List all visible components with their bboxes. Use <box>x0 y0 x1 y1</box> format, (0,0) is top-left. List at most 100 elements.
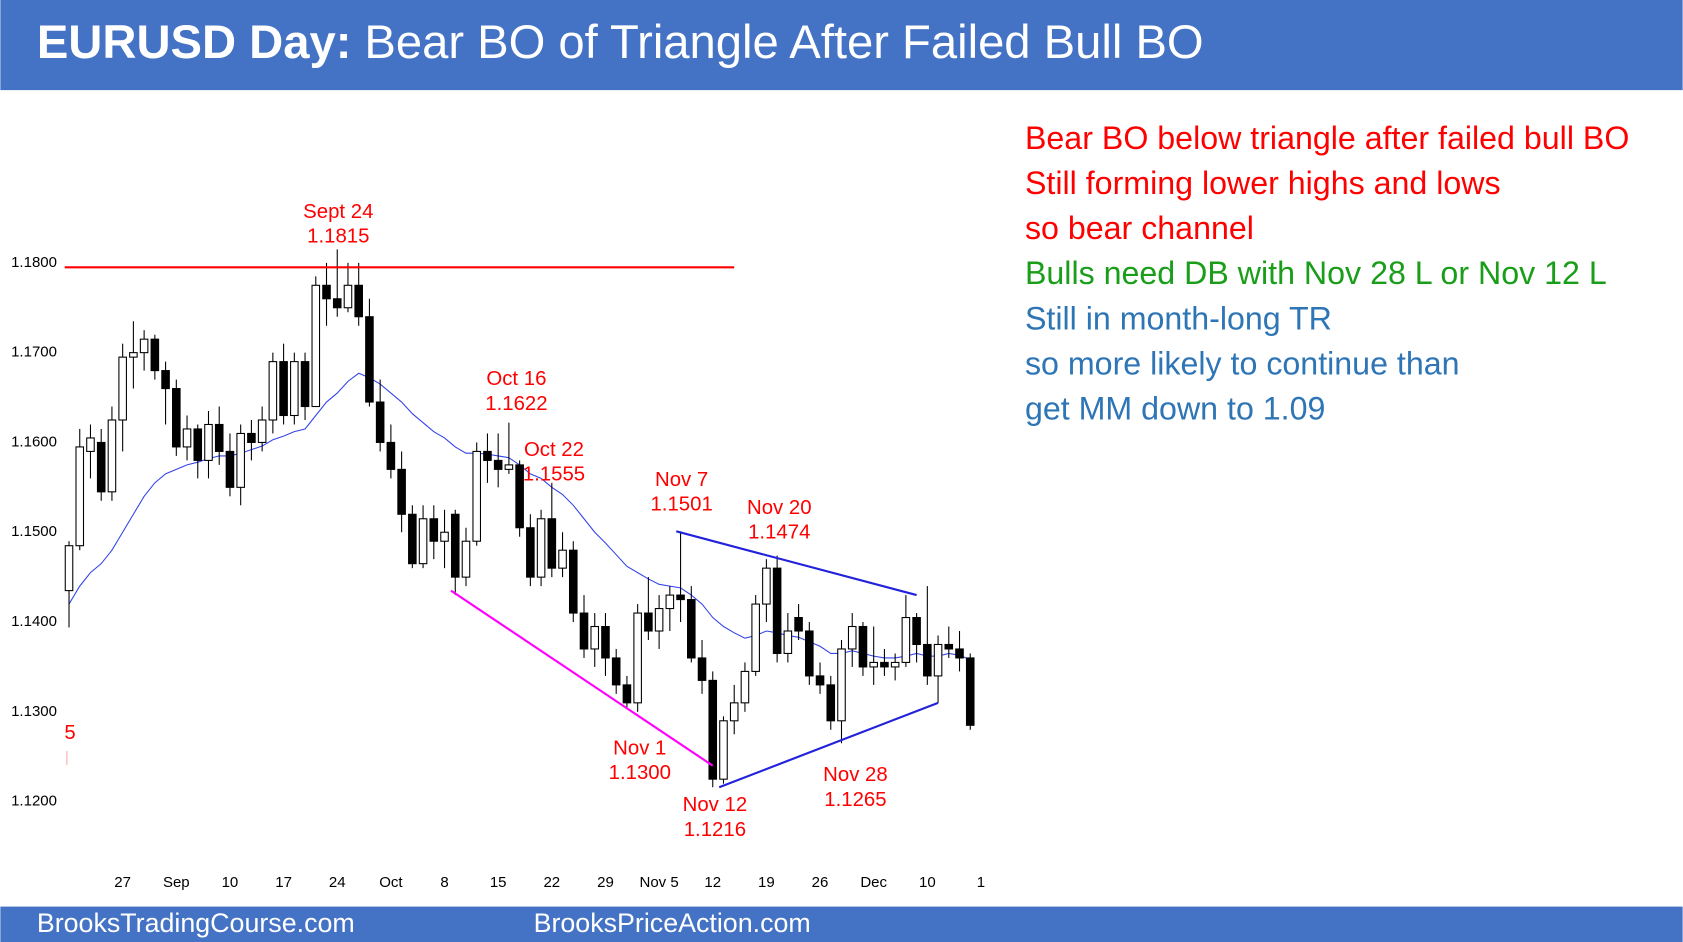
annotation: Nov 1 <box>613 737 666 759</box>
annotation: 1.1216 <box>684 819 746 841</box>
annotation: Sept 24 <box>303 201 373 223</box>
candle-body <box>182 428 192 448</box>
x-tick-label: Nov 5 <box>639 874 678 891</box>
y-tick-label: 1.1800 <box>11 254 57 271</box>
title: EURUSD Day: Bear BO of Triangle After Fai… <box>37 17 1204 70</box>
candle-body <box>676 594 685 601</box>
candle-body <box>880 661 889 668</box>
candle-body <box>375 401 385 443</box>
candle-body <box>461 540 471 578</box>
candle-body <box>96 441 106 493</box>
candle-body <box>354 284 363 318</box>
annotation: 1.1622 <box>485 393 547 415</box>
candle-body <box>933 643 943 677</box>
candle-body <box>579 612 589 650</box>
candle-body <box>483 450 492 461</box>
candle-body <box>172 388 181 448</box>
annotation: 1.1474 <box>748 522 810 544</box>
candle-body <box>783 630 793 654</box>
candle-body <box>762 567 771 605</box>
candle-body <box>257 419 267 443</box>
candle-body <box>225 450 235 488</box>
candle-body <box>687 599 696 659</box>
x-tick-label: 15 <box>490 874 507 891</box>
candle-body <box>75 446 85 547</box>
candle-body <box>568 549 578 614</box>
annotation: 1.1265 <box>824 789 886 811</box>
candle-body <box>161 370 170 390</box>
x-tick-label: 8 <box>440 874 448 891</box>
candle-body <box>214 423 224 452</box>
candle-body <box>740 670 750 704</box>
x-tick-label: 10 <box>919 874 936 891</box>
note: Bulls need DB with Nov 28 L or Nov 12 L <box>1025 255 1607 291</box>
x-tick-label: 12 <box>704 874 721 891</box>
annotation: Nov 12 <box>683 794 748 816</box>
candle-body <box>708 679 718 780</box>
candle-body <box>343 284 353 309</box>
annotation: Nov 7 <box>655 469 708 491</box>
x-tick-label: 24 <box>329 874 346 891</box>
candle-body <box>536 518 546 578</box>
candle-body <box>719 720 728 780</box>
x-tick-label: 27 <box>114 874 131 891</box>
candle-body <box>869 661 878 668</box>
note: Still in month-long TR <box>1025 300 1332 336</box>
candle-body <box>332 298 342 309</box>
trend-line <box>718 701 939 789</box>
candle-body <box>118 356 127 421</box>
note: get MM down to 1.09 <box>1025 390 1325 426</box>
candle-body <box>515 464 524 529</box>
candle-body <box>729 702 739 722</box>
header-bar <box>0 0 1683 91</box>
annotation: 1.1815 <box>307 225 369 247</box>
candle-body <box>386 441 396 470</box>
note: so bear channel <box>1025 210 1254 246</box>
candle-body <box>408 513 417 565</box>
candle-body <box>558 549 567 569</box>
candle-body <box>794 617 803 632</box>
candle-body <box>64 545 74 592</box>
candle-body <box>504 464 514 470</box>
y-tick-label: 1.1200 <box>11 793 57 810</box>
annotation: 5 <box>64 722 75 744</box>
x-tick-label: 17 <box>275 874 292 891</box>
candle-body <box>622 684 632 704</box>
candle-body <box>268 361 278 421</box>
candle-body <box>665 594 675 610</box>
candle-body <box>150 338 160 372</box>
title-text: Bear BO of Triangle After Failed Bull BO <box>364 17 1203 70</box>
x-tick-label: 22 <box>543 874 560 891</box>
candle-body <box>611 657 621 686</box>
candle-body <box>450 513 460 578</box>
title-bold: EURUSD Day: <box>37 17 352 70</box>
candle-body <box>300 361 310 408</box>
note: Bear BO below triangle after failed bull… <box>1025 120 1629 156</box>
candle-body <box>86 437 95 452</box>
y-tick-label: 1.1700 <box>11 344 57 361</box>
candle-body <box>815 675 825 686</box>
candle-body <box>944 643 954 650</box>
candle-body <box>901 617 911 663</box>
candle-body <box>397 468 406 515</box>
candle-body <box>526 527 535 578</box>
candle-body <box>365 316 374 403</box>
candle-body <box>247 432 256 443</box>
x-tick-label: 10 <box>222 874 239 891</box>
candle-body <box>236 432 245 488</box>
y-tick-label: 1.1300 <box>11 703 57 720</box>
candle-body <box>633 612 642 704</box>
candle-body <box>493 459 503 470</box>
footer-left: BrooksTradingCourse.com <box>37 908 355 938</box>
candle-body <box>697 657 707 681</box>
x-tick-label: Sep <box>163 874 190 891</box>
candle-body <box>322 284 331 300</box>
annotation: Oct 22 <box>524 439 584 461</box>
candle-body <box>826 684 836 722</box>
candle-body <box>965 657 975 726</box>
annotation: 1.1501 <box>650 494 712 516</box>
x-tick-label: 26 <box>812 874 829 891</box>
candle-body <box>837 648 846 722</box>
